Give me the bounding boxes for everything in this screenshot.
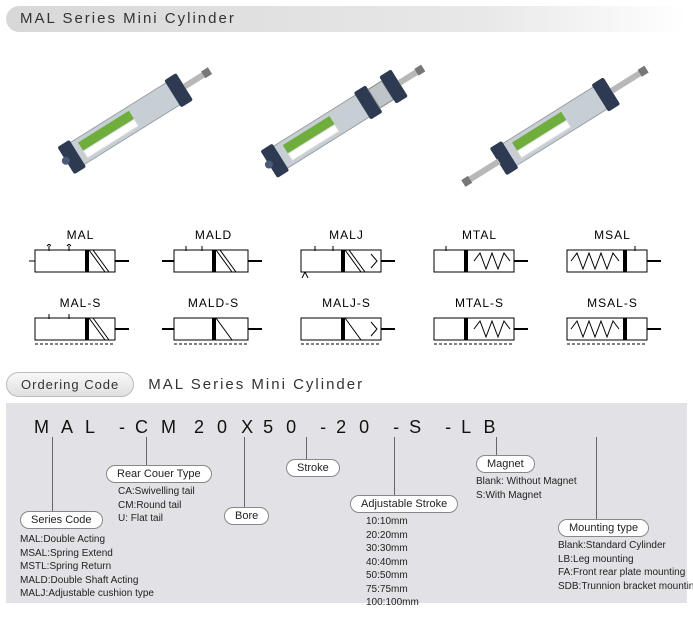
product-double [231,53,431,203]
pill-adj: Adjustable Stroke [350,495,458,513]
page-title: MAL Series Mini Cylinder [20,10,236,27]
symbol-msal: MSAL [556,228,669,278]
symbol-mtal-s: MTAL-S [423,296,536,346]
pill-rear: Rear Couer Type [106,465,212,483]
title-bar: MAL Series Mini Cylinder [6,6,687,32]
pill-mount: Mounting type [558,519,649,537]
symbol-mald-s: MALD-S [157,296,270,346]
product-through [446,53,666,203]
symbol-msal-s: MSAL-S [556,296,669,346]
pill-series: Series Code [20,511,103,529]
desc-series: MAL:Double Acting MSAL:Spring Extend MST… [20,533,154,601]
symbol-mtal: MTAL [423,228,536,278]
desc-rear: CA:Swivelling tail CM:Round tail U: Flat… [118,485,195,526]
symbol-malj-s: MALJ-S [290,296,403,346]
pill-stroke: Stroke [286,459,340,477]
symbol-grid: MAL MALD [0,218,693,366]
ordering-header: Ordering Code MAL Series Mini Cylinder [6,372,687,397]
desc-mount: Blank:Standard Cylinder LB:Leg mounting … [558,539,693,593]
symbol-mal: MAL [24,228,137,278]
symbol-malj: MALJ [290,228,403,278]
code-string: M A L - C M 2 0 X 5 0 - 2 0 - S - L B [34,417,500,438]
ordering-code-pill: Ordering Code [6,372,134,397]
ordering-panel: M A L - C M 2 0 X 5 0 - 2 0 - S - L B Se… [6,403,687,603]
product-basic [27,53,217,203]
ordering-title: MAL Series Mini Cylinder [148,376,364,393]
desc-magnet: Blank: Without Magnet S:With Magnet [476,475,577,502]
desc-adj: 10:10mm 20:20mm 30:30mm 40:40mm 50:50mm … [366,515,419,610]
pill-bore: Bore [224,507,269,525]
symbol-mal-s: MAL-S [24,296,137,346]
pill-magnet: Magnet [476,455,535,473]
symbol-mald: MALD [157,228,270,278]
product-row [0,38,693,218]
